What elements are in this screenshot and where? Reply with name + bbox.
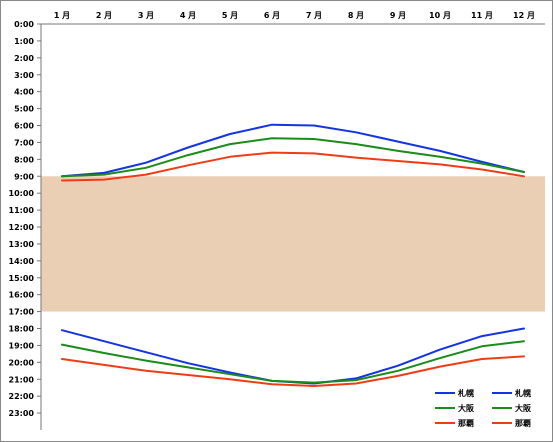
series-line-sunset-4 — [61, 340, 525, 384]
legend-label: 札幌 — [514, 388, 531, 398]
series-line-sunrise-1 — [61, 137, 525, 178]
series-line-sunrise-2 — [61, 151, 525, 182]
x-tick-label: 10 月 — [429, 11, 451, 20]
x-tick-label: 9 月 — [390, 11, 406, 20]
y-tick-label: 6:00 — [14, 122, 34, 131]
x-tick-label: 5 月 — [222, 11, 238, 20]
y-tick-label: 0:00 — [14, 20, 34, 29]
x-tick-label: 11 月 — [471, 11, 493, 20]
legend-label: 那覇 — [515, 419, 531, 428]
y-tick-label: 20:00 — [9, 358, 35, 367]
y-tick-label: 10:00 — [9, 189, 35, 198]
series-line-sunrise-0 — [61, 123, 525, 178]
legend-label: 大阪 — [515, 403, 532, 413]
y-tick-label: 4:00 — [14, 88, 34, 97]
legend-label: 札幌 — [457, 388, 474, 398]
y-tick-label: 3:00 — [14, 71, 34, 80]
y-tick-label: 9:00 — [14, 172, 34, 181]
y-tick-label: 17:00 — [9, 308, 35, 317]
y-tick-label: 5:00 — [14, 105, 34, 114]
x-tick-label: 12 月 — [513, 11, 535, 20]
y-tick-label: 16:00 — [9, 291, 35, 300]
x-tick-label: 2 月 — [96, 11, 112, 20]
y-tick-label: 21:00 — [9, 375, 35, 384]
y-tick-label: 12:00 — [9, 223, 35, 232]
y-tick-label: 22:00 — [9, 392, 35, 401]
series-line-sunset-5 — [61, 355, 525, 387]
y-tick-label: 2:00 — [14, 54, 34, 63]
y-tick-label: 7:00 — [14, 138, 34, 147]
y-tick-label: 15:00 — [9, 274, 35, 283]
y-tick-label: 13:00 — [9, 240, 35, 249]
x-tick-label: 1 月 — [54, 11, 70, 20]
x-tick-label: 3 月 — [138, 11, 154, 20]
x-tick-label: 7 月 — [306, 11, 322, 20]
legend-label: 那覇 — [458, 419, 474, 428]
x-tick-label: 8 月 — [348, 11, 364, 20]
y-tick-label: 18:00 — [9, 325, 35, 334]
x-tick-label: 6 月 — [264, 11, 280, 20]
y-tick-label: 8:00 — [14, 155, 34, 164]
daytime-band — [41, 176, 545, 312]
y-tick-label: 1:00 — [14, 37, 34, 46]
x-tick-label: 4 月 — [180, 11, 196, 20]
y-tick-label: 23:00 — [9, 409, 35, 418]
y-tick-label: 19:00 — [9, 341, 35, 350]
y-tick-label: 14:00 — [9, 257, 35, 266]
legend-label: 大阪 — [458, 403, 475, 413]
y-tick-label: 11:00 — [9, 206, 35, 215]
